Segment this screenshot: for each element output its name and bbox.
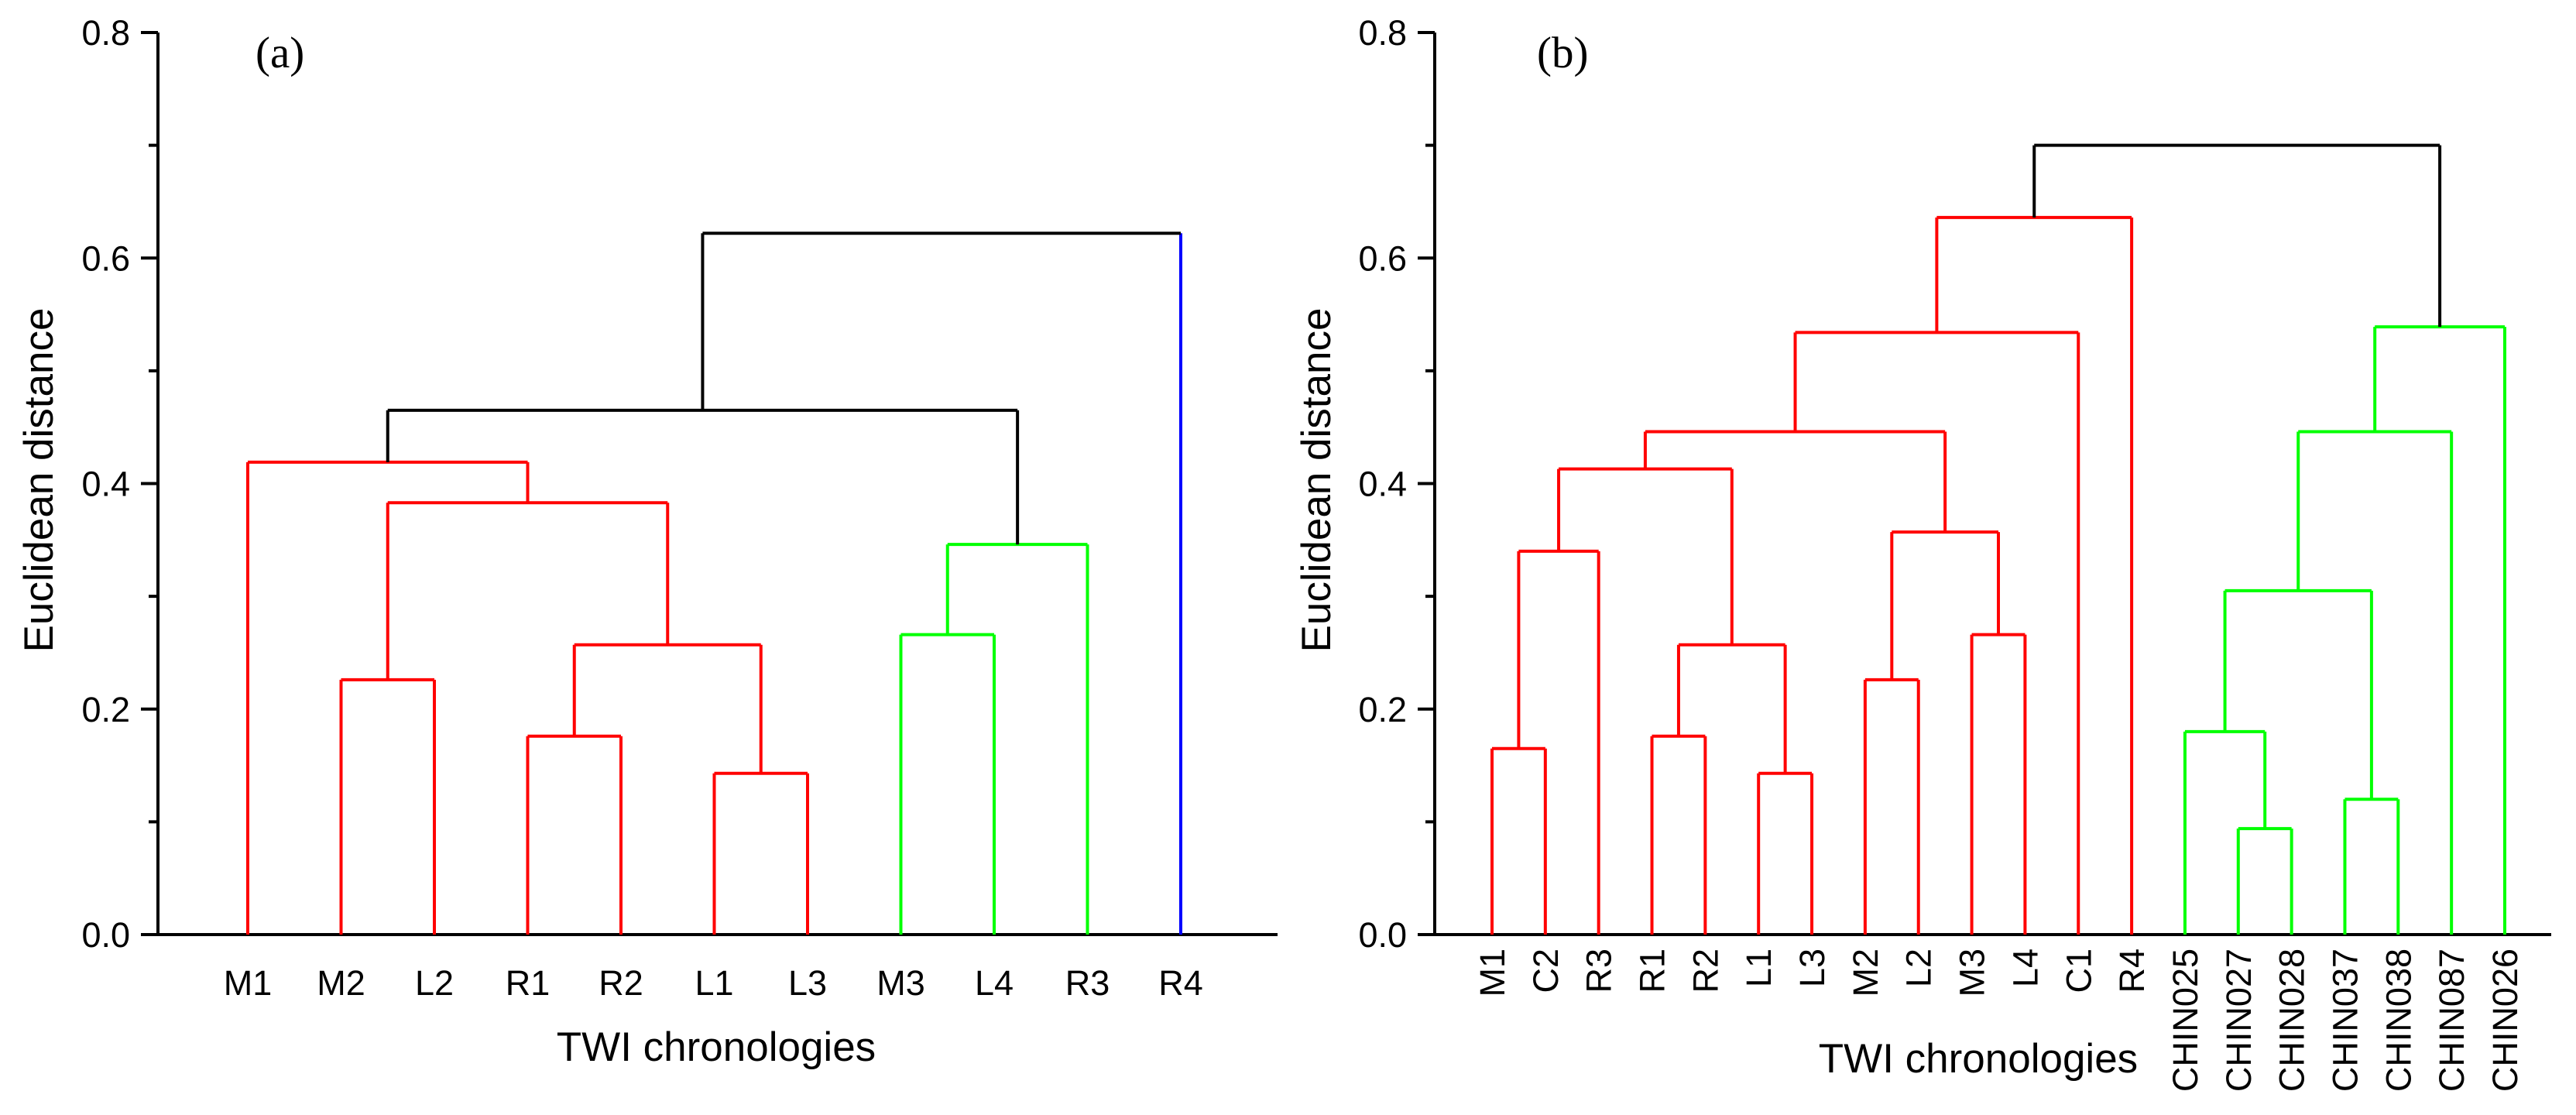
panel-b-y-tick-label: 0.2 (1358, 690, 1407, 729)
panel-b-leaf-label: CHIN087 (2432, 949, 2471, 1092)
panel-b-leaf-label: M2 (1846, 949, 1885, 997)
panel-a-leaf-label: M3 (876, 963, 925, 1003)
panel-b-leaf-label: CHIN027 (2219, 949, 2259, 1092)
panel-b-leaf-label: L3 (1792, 949, 1832, 987)
panel-b-tag: (b) (1537, 29, 1588, 77)
panel-b-leaf-label: CHIN037 (2325, 949, 2365, 1092)
panel-b-y-tick-label: 0.4 (1358, 465, 1407, 504)
panel-a-leaf-label: L2 (415, 963, 454, 1003)
panel-b-y-ticks: 0.0 0.2 0.4 0.6 0.8 (1358, 13, 2551, 955)
panel-b-leaf-label: L4 (2005, 949, 2045, 987)
panel-b-y-axis-title: Euclidean distance (1294, 308, 1339, 653)
panel-a-links (246, 232, 1182, 935)
panel-b-leaf-label: M1 (1473, 949, 1512, 997)
panel-a-y-tick-label: 0.8 (81, 13, 130, 53)
panel-a-leaf-label: L4 (975, 963, 1014, 1003)
panel-a-y-tick-label: 0.2 (81, 690, 130, 729)
panel-a-y-ticks: 0.0 0.2 0.4 0.6 0.8 (81, 13, 1278, 955)
panel-b-dendrogram: (b) Euclidean distance TWI chronologies … (1294, 13, 2551, 1092)
panel-a-y-tick-label: 0.4 (81, 465, 130, 504)
panel-a-leaf-label: M1 (224, 963, 273, 1003)
panel-a-leaf-label: M2 (317, 963, 365, 1003)
panel-b-leaf-label: L1 (1739, 949, 1779, 987)
panel-a-tag: (a) (256, 29, 304, 77)
panel-b-links (1490, 143, 2506, 935)
panel-b-leaf-label: CHIN038 (2379, 949, 2418, 1092)
panel-a-y-tick-label: 0.0 (81, 915, 130, 955)
panel-b-leaf-labels: M1 C2 R3 R1 R2 L1 L3 M2 L2 M3 L4 C1 R4 CHIN025 CHIN027… (1473, 949, 2525, 1092)
panel-a-y-axis-title: Euclidean distance (16, 308, 62, 653)
panel-b-leaf-label: CHIN025 (2166, 949, 2205, 1092)
panel-b-leaf-label: R4 (2112, 949, 2152, 993)
panel-b-leaf-label: C1 (2059, 949, 2098, 993)
panel-b-leaf-label: R1 (1633, 949, 1672, 993)
panel-b-y-tick-label: 0.8 (1358, 13, 1407, 53)
panel-b-y-tick-label: 0.0 (1358, 915, 1407, 955)
panel-b-leaf-label: L2 (1899, 949, 1939, 987)
panel-b-leaf-label: M3 (1953, 949, 1992, 997)
panel-a-y-tick-label: 0.6 (81, 238, 130, 278)
panel-a-leaf-label: L3 (788, 963, 827, 1003)
panel-a-dendrogram: (a) Euclidean distance TWI chronologies … (16, 13, 1278, 1070)
panel-a-x-axis-title: TWI chronologies (557, 1024, 876, 1070)
panel-b-leaf-label: R3 (1580, 949, 1619, 993)
panel-a-leaf-label: L1 (695, 963, 733, 1003)
panel-a-leaf-labels: M1 M2 L2 R1 R2 L1 L3 M3 L4 R3 R4 (224, 963, 1203, 1003)
panel-b-x-axis-title: TWI chronologies (1819, 1036, 2138, 1082)
panel-a-leaf-label: R1 (506, 963, 551, 1003)
panel-b-leaf-label: C2 (1526, 949, 1566, 993)
panel-a-leaf-label: R2 (599, 963, 643, 1003)
panel-a-leaf-label: R4 (1158, 963, 1203, 1003)
panel-b-leaf-label: CHIN026 (2485, 949, 2525, 1092)
panel-b-y-tick-label: 0.6 (1358, 238, 1407, 278)
panel-b-leaf-label: R2 (1686, 949, 1725, 993)
panel-b-leaf-label: CHIN028 (2272, 949, 2312, 1092)
panel-a-leaf-label: R3 (1065, 963, 1110, 1003)
